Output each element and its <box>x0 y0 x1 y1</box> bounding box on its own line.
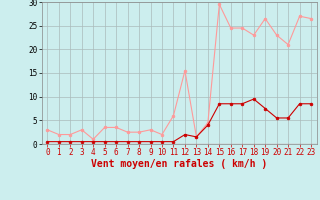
X-axis label: Vent moyen/en rafales ( km/h ): Vent moyen/en rafales ( km/h ) <box>91 159 267 169</box>
